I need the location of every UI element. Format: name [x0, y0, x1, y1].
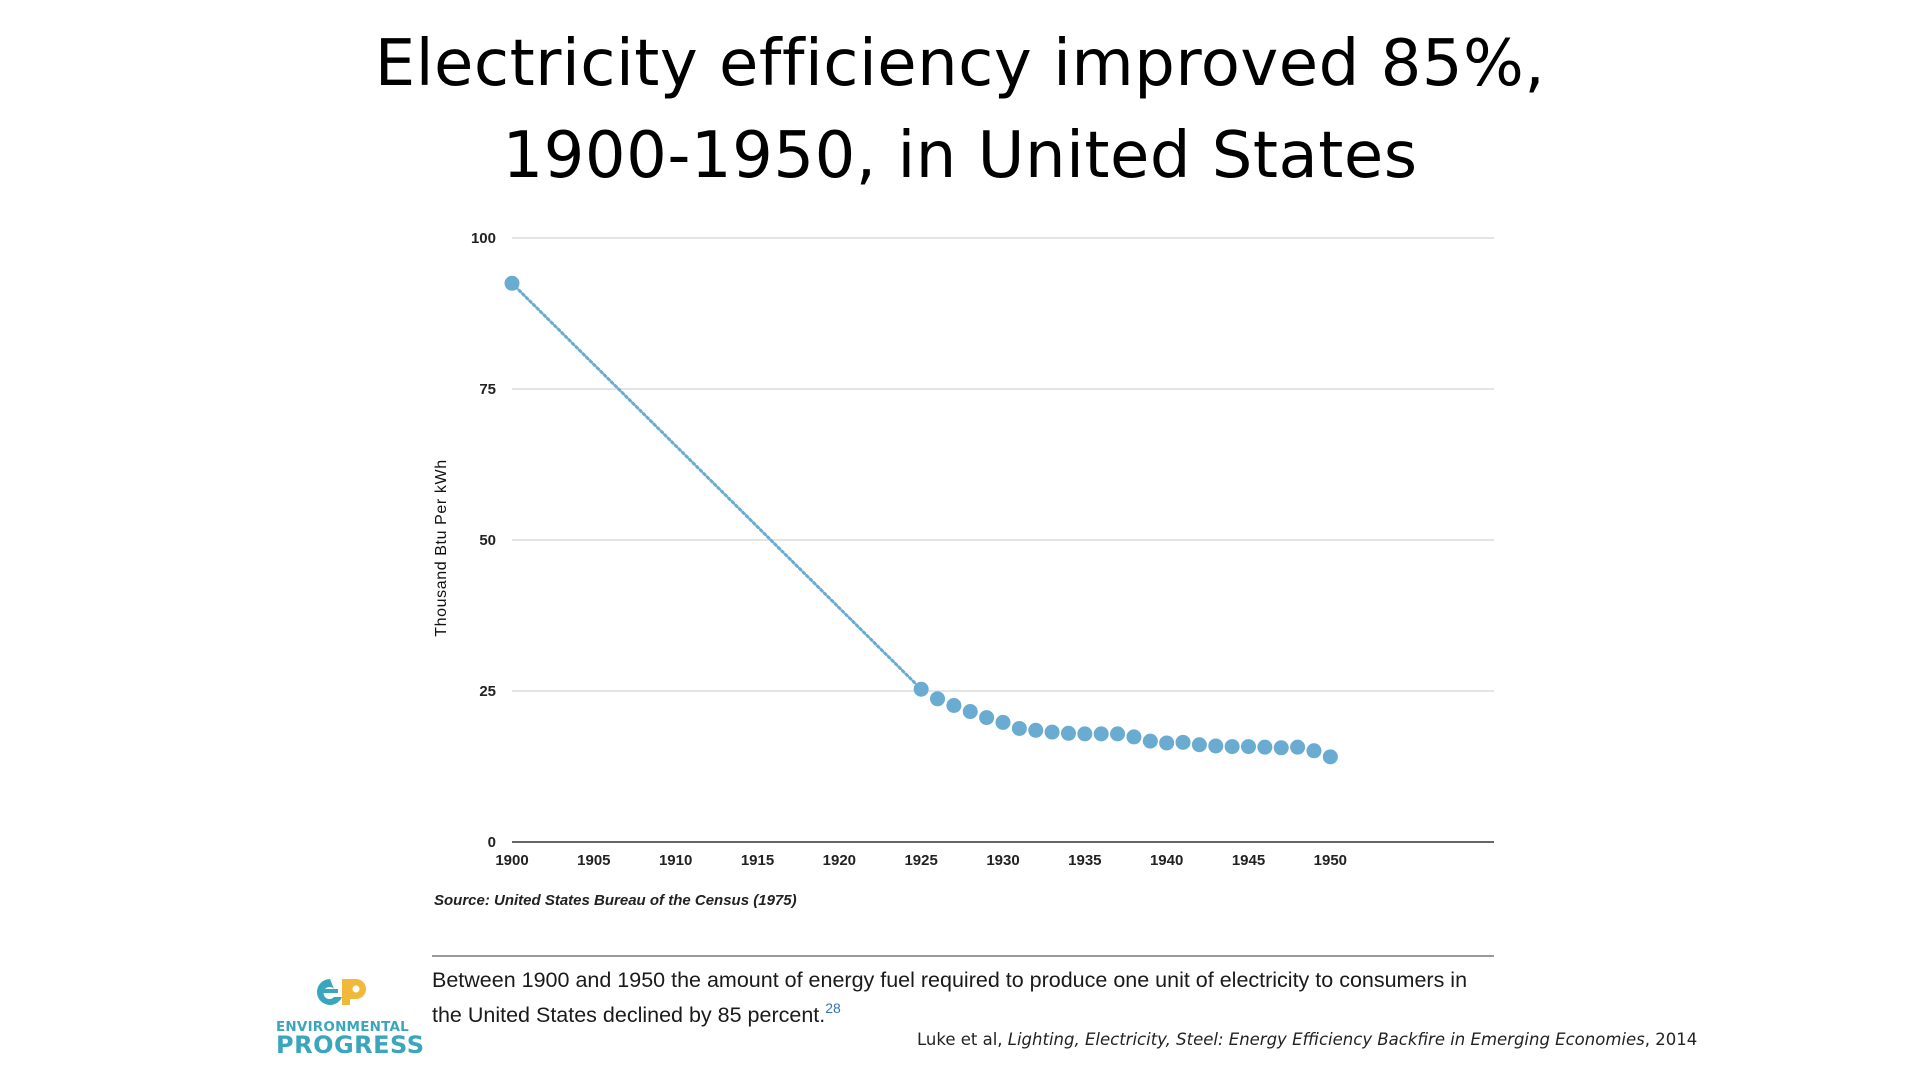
- logo-text-environmental: ENVIRONMENTAL: [276, 1019, 409, 1035]
- x-tick-label: 1935: [1068, 852, 1101, 869]
- data-point: [1077, 726, 1093, 742]
- data-point: [1224, 739, 1240, 755]
- data-point: [1093, 726, 1109, 742]
- data-point: [504, 275, 520, 291]
- data-point: [1142, 733, 1158, 749]
- data-point: [979, 710, 995, 726]
- data-point: [1060, 725, 1076, 741]
- logo-text-progress: PROGRESS: [276, 1031, 425, 1059]
- data-point: [1306, 743, 1322, 759]
- data-point: [1126, 729, 1142, 745]
- y-tick-label: 75: [479, 381, 496, 398]
- data-point: [1110, 726, 1126, 742]
- slide-title: Electricity efficiency improved 85%, 190…: [0, 18, 1920, 202]
- data-point: [1159, 735, 1175, 751]
- x-tick-labels: 1900 1905 1910 1915 1920 1925 1930 1935 1940 1945…: [495, 852, 1347, 869]
- data-point: [1322, 749, 1338, 765]
- data-point: [1028, 722, 1044, 738]
- data-point: [930, 691, 946, 707]
- x-tick-label: 1920: [823, 852, 856, 869]
- quote-divider: [432, 955, 1494, 957]
- x-tick-label: 1910: [659, 852, 692, 869]
- ep-logo-icon: [317, 979, 366, 1005]
- chart-source: Source: United States Bureau of the Cens…: [434, 892, 797, 909]
- data-point: [962, 704, 978, 720]
- citation-author: Luke et al,: [917, 1030, 1008, 1049]
- y-tick-label: 0: [488, 834, 496, 851]
- x-tick-label: 1940: [1150, 852, 1183, 869]
- citation: Luke et al, Lighting, Electricity, Steel…: [917, 1030, 1697, 1049]
- chart-series: [504, 275, 1338, 765]
- x-tick-label: 1945: [1232, 852, 1265, 869]
- data-point: [1044, 724, 1060, 740]
- x-tick-label: 1900: [495, 852, 528, 869]
- quote-text: Between 1900 and 1950 the amount of ener…: [432, 963, 1502, 1033]
- y-axis-title: Thousand Btu Per kWh: [433, 459, 450, 636]
- citation-work: Lighting, Electricity, Steel: Energy Eff…: [1007, 1030, 1645, 1049]
- data-point: [1208, 738, 1224, 754]
- y-tick-label: 100: [471, 230, 496, 247]
- data-point: [1011, 720, 1027, 736]
- x-tick-label: 1950: [1314, 852, 1347, 869]
- data-point: [1273, 740, 1289, 756]
- data-point: [1191, 737, 1207, 753]
- x-tick-label: 1925: [904, 852, 937, 869]
- chart-gridlines: [512, 237, 1494, 692]
- data-point: [946, 697, 962, 713]
- data-point: [1175, 734, 1191, 750]
- data-point: [913, 681, 929, 697]
- citation-year: , 2014: [1644, 1030, 1698, 1049]
- data-point: [1241, 739, 1256, 755]
- footnote-marker: 28: [825, 1000, 841, 1016]
- environmental-progress-logo: ENVIRONMENTAL PROGRESS: [276, 975, 425, 1065]
- y-tick-labels: 0 25 50 75 100: [471, 230, 496, 851]
- x-tick-label: 1930: [986, 852, 1019, 869]
- y-tick-label: 25: [479, 683, 496, 700]
- y-tick-label: 50: [479, 532, 496, 549]
- x-tick-label: 1905: [577, 852, 610, 869]
- x-tick-label: 1915: [741, 852, 774, 869]
- gap-connector-line: [510, 281, 923, 691]
- data-point: [1290, 739, 1306, 755]
- data-point: [1257, 739, 1273, 755]
- slide-title-line2: 1900-1950, in United States: [502, 119, 1418, 193]
- data-point: [995, 714, 1011, 730]
- quote-body: Between 1900 and 1950 the amount of ener…: [432, 968, 1468, 1027]
- slide-title-line1: Electricity efficiency improved 85%,: [374, 27, 1546, 101]
